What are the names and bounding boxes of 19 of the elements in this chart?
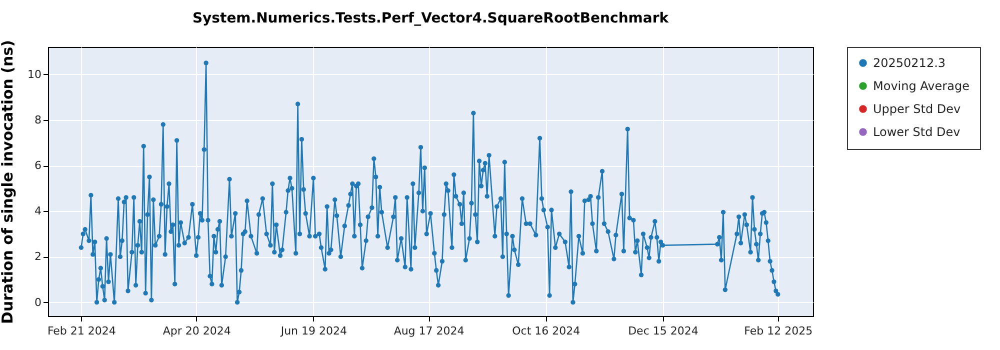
y-tick-label: 6 [34,159,42,172]
legend-label: Moving Average [873,79,970,93]
x-tick-label: Jun 19 2024 [280,324,347,338]
x-tick-label: Dec 15 2024 [628,324,698,338]
y-tick-label: 0 [34,296,42,309]
x-tick-label: Oct 16 2024 [512,324,580,338]
legend-label: Upper Std Dev [873,102,961,116]
x-tick-label: Aug 17 2024 [394,324,464,338]
chart-title: System.Numerics.Tests.Perf_Vector4.SquareRootBenchmark [192,10,670,26]
y-tick-label: 4 [34,204,42,218]
y-tick-label: 2 [34,250,42,264]
x-tick-label: Apr 20 2024 [162,324,231,338]
legend-label: Lower Std Dev [873,125,960,139]
legend-label: 20250212.3 [873,56,946,70]
x-tick-label: Feb 12 2025 [744,324,813,338]
x-tick-label: Feb 21 2024 [47,324,116,338]
y-tick-label: 8 [34,113,42,126]
y-axis-title: Duration of single invocation (ns) [0,40,17,324]
y-tick-label: 10 [28,68,42,81]
